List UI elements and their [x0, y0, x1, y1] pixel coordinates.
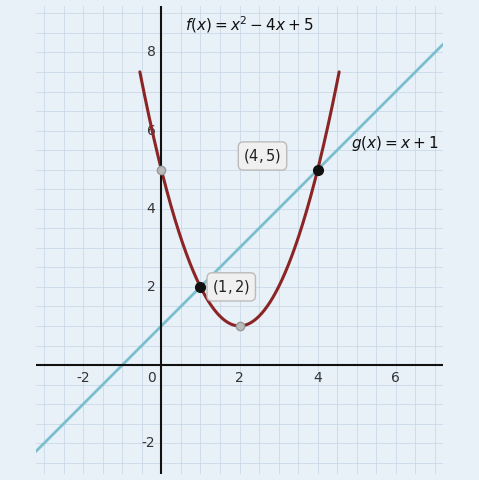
Text: 4: 4: [147, 202, 156, 216]
Text: 4: 4: [313, 371, 322, 385]
Text: 6: 6: [147, 123, 156, 138]
Text: 2: 2: [147, 280, 156, 294]
Text: $(4, 5)$: $(4, 5)$: [243, 147, 282, 165]
Text: 8: 8: [147, 46, 156, 60]
Text: -2: -2: [142, 436, 156, 450]
Text: $g(x)=x+1$: $g(x)=x+1$: [351, 134, 438, 153]
Text: 2: 2: [235, 371, 244, 385]
Text: 0: 0: [147, 371, 156, 385]
Text: $f(x)=x^2-4x+5$: $f(x)=x^2-4x+5$: [185, 15, 313, 36]
Text: $(1, 2)$: $(1, 2)$: [212, 278, 251, 296]
Text: 6: 6: [391, 371, 400, 385]
Text: -2: -2: [76, 371, 90, 385]
